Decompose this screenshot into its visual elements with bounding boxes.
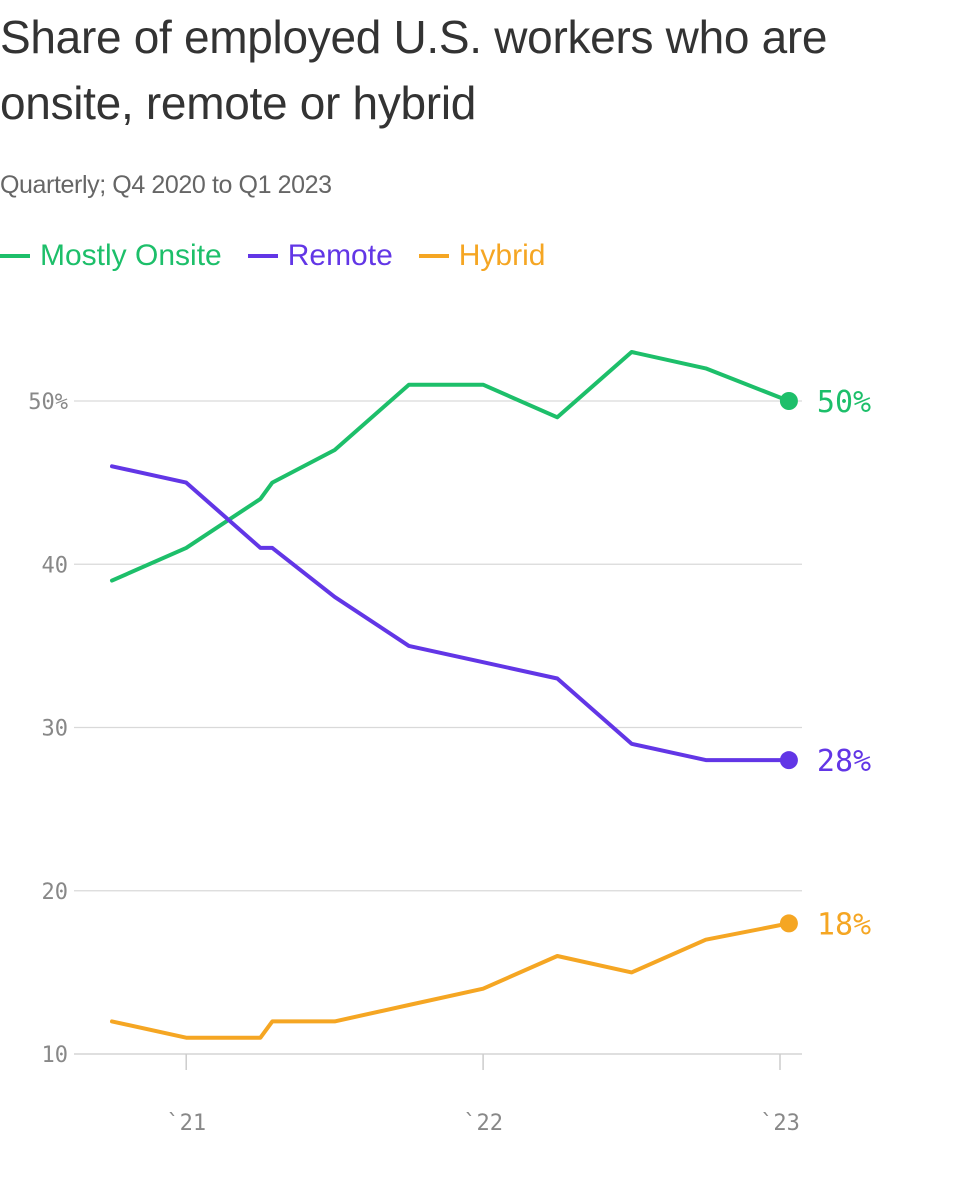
legend-swatch-mostly-onsite bbox=[0, 254, 30, 258]
legend-label-remote: Remote bbox=[287, 239, 393, 272]
end-label-mostly-onsite: 50% bbox=[817, 385, 871, 420]
series-line-hybrid bbox=[110, 921, 791, 1040]
legend-item-remote: Remote bbox=[247, 239, 393, 273]
end-label-hybrid: 18% bbox=[817, 907, 871, 942]
legend-item-mostly-onsite: Mostly Onsite bbox=[0, 239, 222, 273]
x-tick-label-2021: `21 bbox=[166, 1111, 206, 1136]
y-tick-label-50: 50% bbox=[28, 390, 68, 415]
legend-label-hybrid: Hybrid bbox=[458, 239, 546, 272]
chart-subtitle: Quarterly; Q4 2020 to Q1 2023 bbox=[0, 171, 332, 199]
chart-title: Share of employed U.S. workers who are o… bbox=[0, 11, 828, 129]
series-line-mostly-onsite bbox=[110, 350, 791, 583]
legend-swatch-remote bbox=[247, 254, 278, 258]
gridlines bbox=[74, 400, 802, 1055]
y-axis-ticks: 50% 40 30 20 10 bbox=[28, 390, 68, 1068]
y-tick-label-40: 40 bbox=[42, 553, 69, 578]
x-axis-ticks: `21 `22 `23 bbox=[166, 1054, 800, 1136]
legend: Mostly Onsite Remote Hybrid bbox=[0, 236, 571, 276]
x-tick-label-2022: `22 bbox=[463, 1111, 503, 1136]
end-marker-remote bbox=[779, 751, 798, 770]
end-markers: 50% 28% 18% bbox=[779, 385, 871, 942]
legend-label-mostly-onsite: Mostly Onsite bbox=[40, 239, 222, 272]
y-tick-label-30: 30 bbox=[42, 717, 69, 742]
y-tick-label-20: 20 bbox=[42, 880, 69, 905]
series-lines bbox=[110, 350, 791, 1040]
end-marker-hybrid bbox=[779, 914, 798, 933]
end-label-remote: 28% bbox=[817, 744, 871, 779]
x-tick-label-2023: `23 bbox=[760, 1111, 800, 1136]
end-marker-mostly-onsite bbox=[779, 392, 798, 410]
legend-swatch-hybrid bbox=[418, 254, 449, 258]
y-tick-label-10: 10 bbox=[42, 1043, 69, 1068]
legend-item-hybrid: Hybrid bbox=[418, 239, 546, 273]
series-line-remote bbox=[110, 464, 791, 763]
